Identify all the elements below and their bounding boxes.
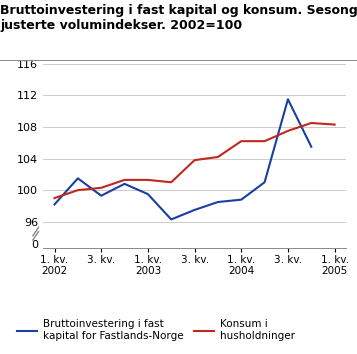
Text: Bruttoinvestering i fast kapital og konsum. Sesong-
justerte volumindekser. 2002: Bruttoinvestering i fast kapital og kons… (0, 4, 357, 32)
Legend: Bruttoinvestering i fast
kapital for Fastlands-Norge, Konsum i
husholdninger: Bruttoinvestering i fast kapital for Fas… (12, 315, 299, 345)
